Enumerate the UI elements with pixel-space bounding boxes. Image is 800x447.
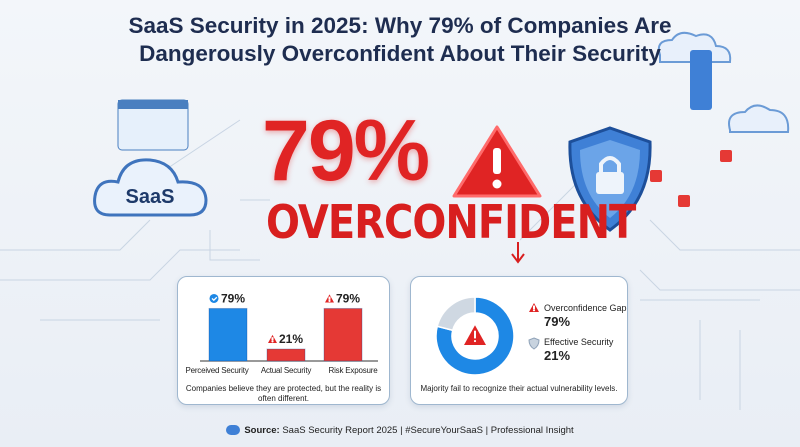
legend-label: Overconfidence Gap xyxy=(544,303,627,313)
source-label: Source: xyxy=(244,425,280,436)
bar-chart: 79% 21% 79% xyxy=(200,291,378,362)
bar-chart-card: 79% 21% 79% Perceived Security Actual Secur… xyxy=(177,276,390,405)
warning-icon xyxy=(325,294,334,303)
title-line-1: SaaS Security in 2025: Why 79% of Compan… xyxy=(128,13,672,38)
bar-category-label: Perceived Security xyxy=(185,366,249,375)
footer: Source: SaaS Security Report 2025 | #Sec… xyxy=(0,425,800,436)
bar-2 xyxy=(323,307,363,362)
bar-value-label: 79% xyxy=(221,291,245,305)
legend-value: 79% xyxy=(544,314,571,329)
source-text: SaaS Security Report 2025 | #SecureYourS… xyxy=(282,425,574,436)
hero-warning-icon xyxy=(452,125,542,198)
bar-category-label: Actual Security xyxy=(260,366,312,375)
check-circle-icon xyxy=(209,293,219,303)
page-title: SaaS Security in 2025: Why 79% of Compan… xyxy=(0,12,800,68)
cloud-label: SaaS xyxy=(126,186,175,208)
shield-lock-illustration xyxy=(568,31,790,232)
warning-icon xyxy=(464,325,486,345)
legend-label: Effective Security xyxy=(544,337,614,347)
shield-icon xyxy=(528,337,540,350)
saas-cloud-illustration: SaaS xyxy=(93,99,208,217)
donut-chart xyxy=(435,296,540,376)
down-arrow-icon xyxy=(511,242,525,264)
bar-value-label: 21% xyxy=(279,332,303,346)
title-line-2: Dangerously Overconfident About Their Se… xyxy=(139,41,661,66)
bar-0 xyxy=(208,307,248,362)
donut-chart-card: Overconfidence Gap 79% Effective Security 2… xyxy=(410,276,628,405)
hero-label: OVERCONFIDENT xyxy=(266,196,636,250)
warning-icon xyxy=(268,334,277,344)
bar-category-label: Risk Exposure xyxy=(328,366,378,375)
legend-value: 21% xyxy=(544,348,571,363)
donut-slice-0 xyxy=(435,296,515,376)
warning-icon xyxy=(529,303,539,312)
bar-value-label: 79% xyxy=(336,291,360,305)
bar-1 xyxy=(266,348,306,362)
donut-slice-1 xyxy=(436,296,476,332)
cloud-shield-icon xyxy=(226,425,241,436)
hero-stat: 79% xyxy=(262,103,430,199)
bar-chart-caption: Companies believe they are protected, bu… xyxy=(185,384,382,403)
donut-chart-caption: Majority fail to recognize their actual … xyxy=(420,384,618,393)
